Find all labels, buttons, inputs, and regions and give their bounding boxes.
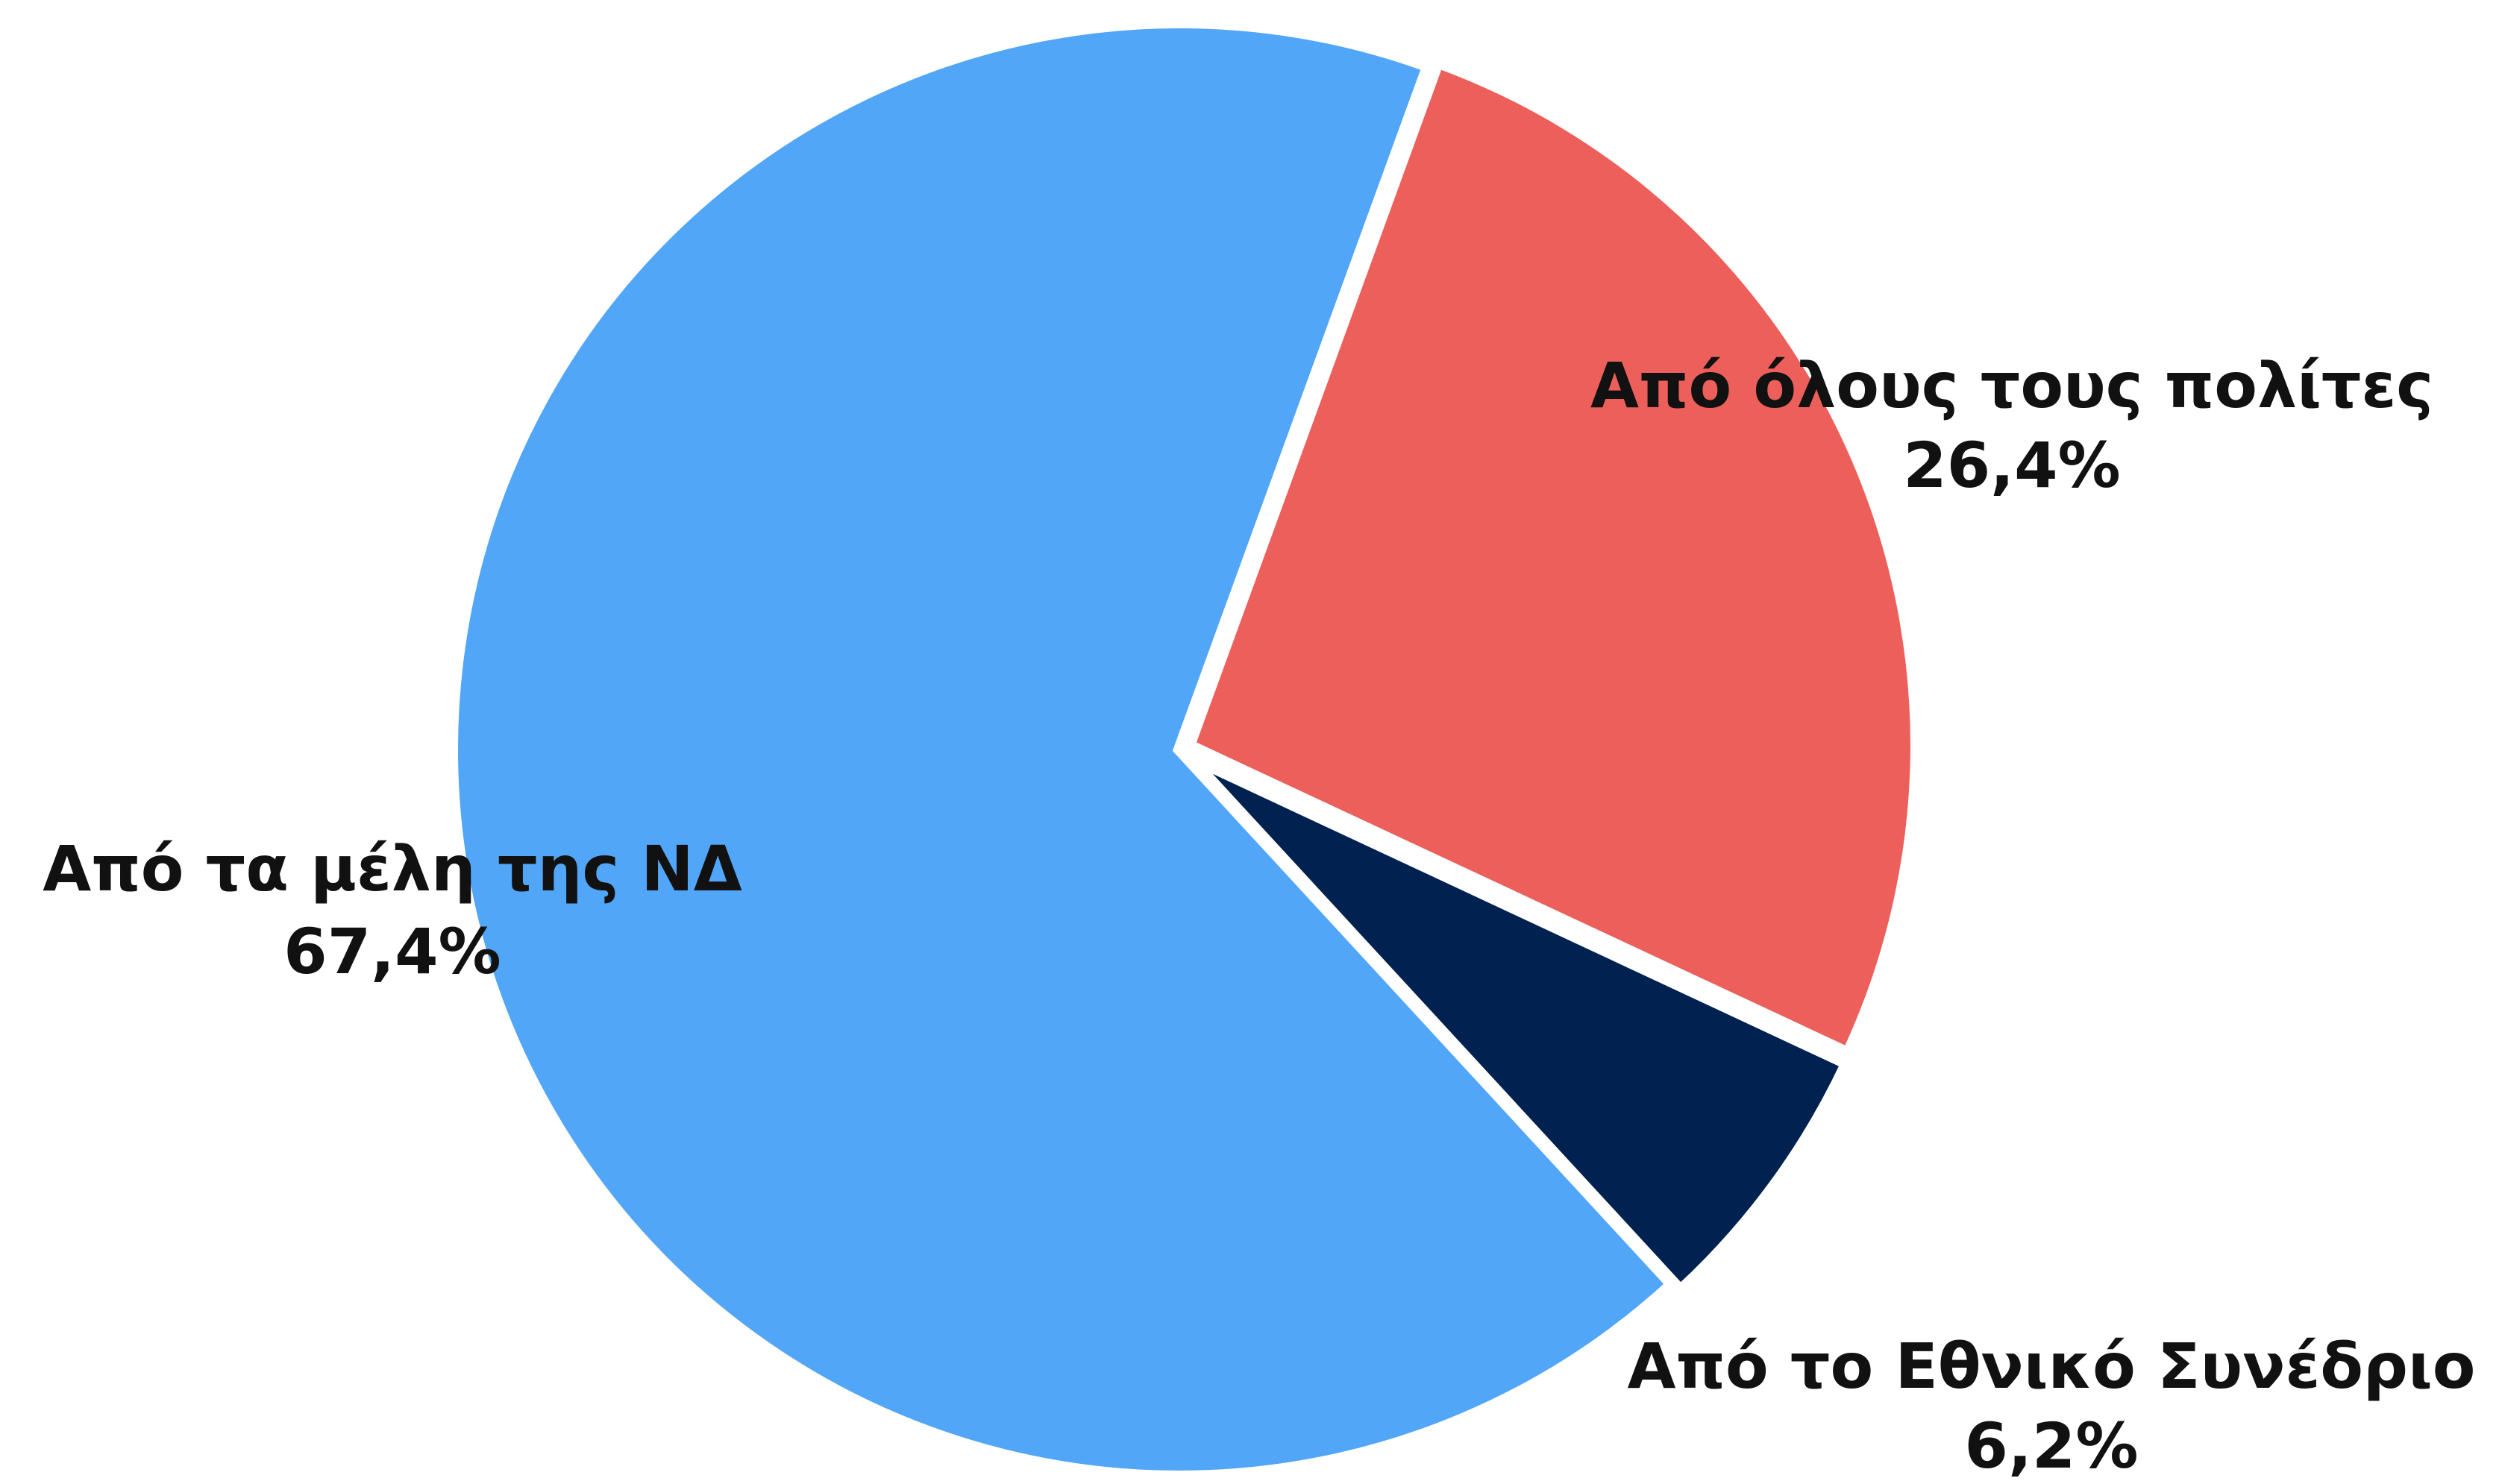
- pie-slice: [1183, 750, 1855, 1299]
- pie-slice: [1181, 54, 1922, 1061]
- slice-value: 26,4%: [1903, 429, 2120, 502]
- pie-slice: [445, 16, 1681, 1483]
- slice-label: Από όλους τους πολίτες: [1590, 349, 2433, 422]
- slice-label: Από τα μέλη της ΝΔ: [43, 832, 742, 905]
- slice-value: 6,2%: [1965, 1409, 2139, 1483]
- slice-label: Από το Εθνικό Συνέδριο: [1628, 1330, 2476, 1403]
- slice-value: 67,4%: [283, 915, 501, 988]
